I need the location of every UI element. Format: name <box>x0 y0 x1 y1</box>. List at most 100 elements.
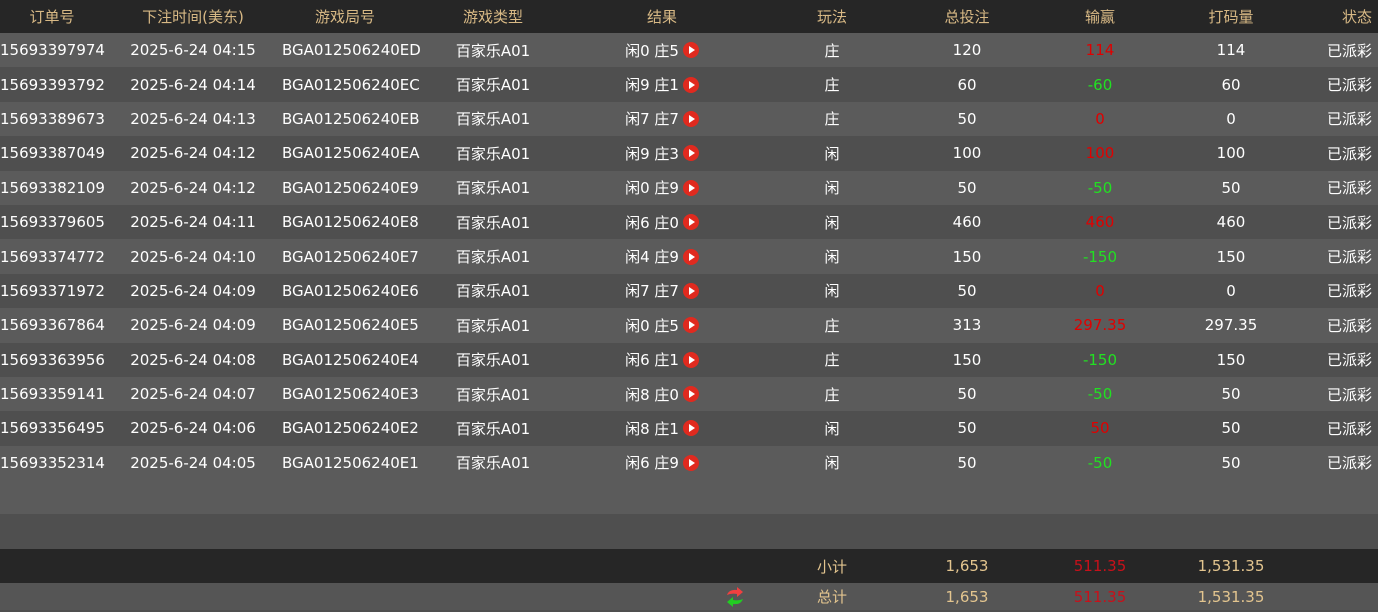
cell-game-type: 百家乐A01 <box>408 108 578 129</box>
cell-status: 已派彩 <box>1278 212 1378 233</box>
play-replay-icon[interactable] <box>682 317 699 334</box>
cell-round-id: BGA012506240EC <box>282 76 420 94</box>
cell-game-type: 百家乐A01 <box>408 384 578 405</box>
bet-time-text: 2025-6-24 04:05 <box>130 453 256 472</box>
order-id-text: 15693379605 <box>0 213 105 232</box>
order-id-text: 15693393792 <box>0 75 105 94</box>
cell-bet-type: 庄 <box>746 315 918 336</box>
cell-bet-time: 2025-6-24 04:07 <box>104 385 282 403</box>
round-id-text: BGA012506240E3 <box>282 385 419 404</box>
play-replay-icon[interactable] <box>682 214 699 231</box>
empty-row <box>0 480 1378 515</box>
cell-win-loss: 100 <box>1016 144 1184 162</box>
cell-round-id: BGA012506240E6 <box>282 282 419 300</box>
play-replay-icon[interactable] <box>682 42 699 59</box>
turnover-text: 50 <box>1221 419 1241 438</box>
cell-turnover: 114 <box>1184 41 1278 59</box>
table-row: 15693352314 2025-6-24 04:05 BGA012506240E1… <box>0 445 1378 481</box>
cell-round-id: BGA012506240E4 <box>282 351 419 369</box>
subtotal-bet: 1,653 <box>945 557 989 576</box>
round-id-text: BGA012506240E2 <box>282 419 419 438</box>
play-replay-icon[interactable] <box>682 76 699 93</box>
win-loss-text: 297.35 <box>1073 316 1127 335</box>
bet-type-text: 庄 <box>824 110 840 129</box>
bet-time-text: 2025-6-24 04:12 <box>130 178 256 197</box>
cell-game-type: 百家乐A01 <box>408 418 578 439</box>
cell-result: 闲0 庄9 <box>578 177 746 198</box>
status-text: 已派彩 <box>1326 316 1372 335</box>
table-header: 订单号 下注时间(美东) 游戏局号 游戏类型 结果 玩法 总投注 输赢 打码量 … <box>0 0 1378 33</box>
cell-bet-time: 2025-6-24 04:08 <box>104 351 282 369</box>
win-loss-text: -50 <box>1087 453 1113 472</box>
play-replay-icon[interactable] <box>682 386 699 403</box>
order-id-text: 15693352314 <box>0 453 105 472</box>
cell-win-loss: -150 <box>1016 248 1184 266</box>
cell-win-loss: 0 <box>1016 282 1184 300</box>
bet-time-text: 2025-6-24 04:11 <box>130 213 256 232</box>
bet-type-text: 庄 <box>824 76 840 95</box>
refresh-icon[interactable] <box>724 586 746 608</box>
round-id-text: BGA012506240EA <box>282 144 420 163</box>
cell-bet-time: 2025-6-24 04:14 <box>104 76 282 94</box>
cell-win-loss: 114 <box>1016 41 1184 59</box>
cell-status: 已派彩 <box>1278 280 1378 301</box>
cell-total-bet: 50 <box>918 419 1016 437</box>
play-replay-icon[interactable] <box>682 145 699 162</box>
bet-type-text: 闲 <box>824 213 840 232</box>
cell-status: 已派彩 <box>1278 143 1378 164</box>
play-replay-icon[interactable] <box>682 454 699 471</box>
table-row: 15693363956 2025-6-24 04:08 BGA012506240E4… <box>0 342 1378 377</box>
total-bet-text: 313 <box>952 316 982 335</box>
bet-time-text: 2025-6-24 04:12 <box>130 144 256 163</box>
total-bet-text: 460 <box>952 213 982 232</box>
cell-game-type: 百家乐A01 <box>408 74 578 95</box>
round-id-text: BGA012506240EB <box>282 109 420 128</box>
play-replay-icon[interactable] <box>682 282 699 299</box>
cell-order-id: 15693371972 <box>0 282 105 300</box>
cell-bet-time: 2025-6-24 04:09 <box>104 316 282 334</box>
play-replay-icon[interactable] <box>682 248 699 265</box>
table-row: 15693367864 2025-6-24 04:09 BGA012506240E5… <box>0 308 1378 343</box>
cell-order-id: 15693393792 <box>0 75 105 94</box>
cell-order-id: 15693382109 <box>0 178 105 197</box>
cell-total-bet: 50 <box>918 454 1016 472</box>
cell-total-bet: 150 <box>918 351 1016 369</box>
cell-bet-type: 闲 <box>746 418 918 439</box>
cell-order-id: 15693359141 <box>0 385 105 403</box>
table-row: 15693371972 2025-6-24 04:09 BGA012506240E6… <box>0 273 1378 309</box>
cell-status: 已派彩 <box>1278 74 1378 95</box>
cell-result: 闲4 庄9 <box>578 246 746 267</box>
total-bet-text: 100 <box>952 144 982 163</box>
play-replay-icon[interactable] <box>682 351 699 368</box>
bet-time-text: 2025-6-24 04:14 <box>130 75 256 94</box>
bet-time-text: 2025-6-24 04:06 <box>130 419 256 438</box>
cell-round-id: BGA012506240E1 <box>282 454 419 472</box>
cell-total-bet: 150 <box>918 248 1016 266</box>
cell-bet-type: 闲 <box>746 143 918 164</box>
cell-status: 已派彩 <box>1278 315 1378 336</box>
result-text: 闲9 庄1 <box>625 76 679 95</box>
result-text: 闲7 庄7 <box>625 110 679 129</box>
play-replay-icon[interactable] <box>682 420 699 437</box>
table-row: 15693374772 2025-6-24 04:10 BGA012506240E7… <box>0 239 1378 274</box>
bet-type-text: 庄 <box>824 41 840 60</box>
order-id-text: 15693382109 <box>0 178 105 197</box>
round-id-text: BGA012506240ED <box>282 41 421 60</box>
order-id-text: 15693356495 <box>0 419 105 438</box>
cell-turnover: 50 <box>1184 385 1278 403</box>
status-text: 已派彩 <box>1326 385 1372 404</box>
cell-game-type: 百家乐A01 <box>408 315 578 336</box>
cell-bet-type: 庄 <box>746 349 918 370</box>
play-replay-icon[interactable] <box>682 179 699 196</box>
order-id-text: 15693387049 <box>0 144 105 163</box>
turnover-text: 150 <box>1216 350 1246 369</box>
cell-order-id: 15693352314 <box>0 453 105 472</box>
turnover-text: 50 <box>1221 178 1241 197</box>
cell-turnover: 150 <box>1184 248 1278 266</box>
cell-turnover: 0 <box>1184 110 1278 128</box>
play-replay-icon[interactable] <box>682 110 699 127</box>
cell-turnover: 50 <box>1184 454 1278 472</box>
cell-bet-type: 庄 <box>746 384 918 405</box>
cell-order-id: 15693374772 <box>0 248 105 266</box>
win-loss-text: -50 <box>1087 178 1113 197</box>
